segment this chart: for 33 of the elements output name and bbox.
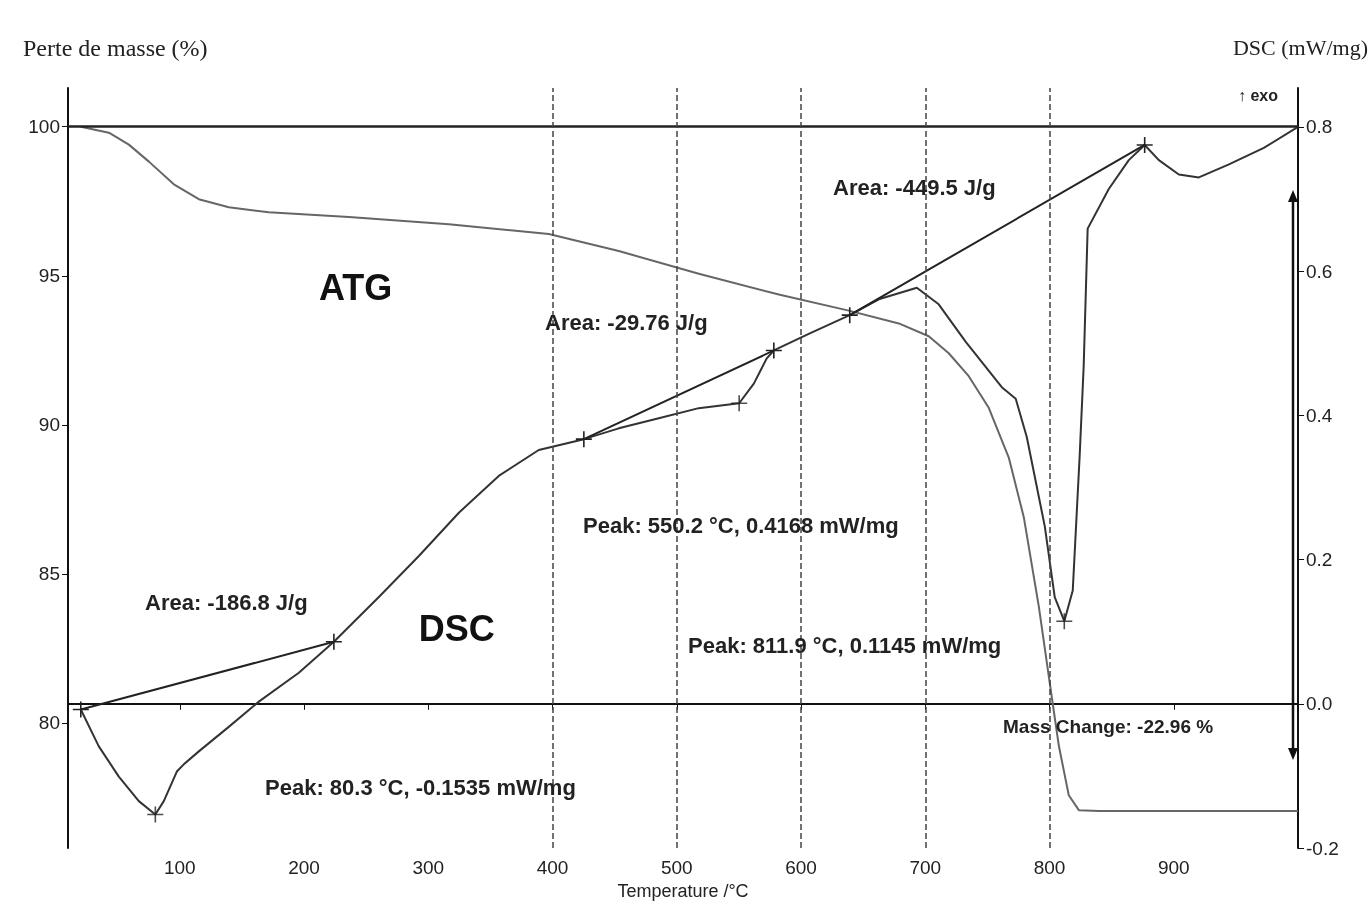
y2-tick-label: -0.2 (1306, 837, 1339, 859)
annotation: Mass Change: -22.96 % (1003, 715, 1214, 737)
y-tick-label: 80 (38, 712, 60, 734)
y-axis-title: Perte de masse (%) (23, 35, 208, 61)
series-label: ATG (318, 266, 393, 308)
annotation: Area: -186.8 J/g (145, 590, 308, 616)
y-tick-label: 95 (38, 265, 60, 287)
y2-tick-label: 0.0 (1306, 693, 1333, 715)
y2-tick-label: 0.2 (1306, 549, 1333, 571)
x-tick-label: 900 (1157, 857, 1190, 878)
annotation: ↑ exo (1238, 86, 1279, 104)
y2-axis-title: DSC (mW/mg) (1232, 34, 1368, 60)
y2-tick-label: 0.4 (1306, 404, 1333, 426)
x-tick-label: 500 (660, 857, 693, 878)
x-tick-label: 700 (909, 857, 942, 878)
y-tick-label: 85 (38, 563, 60, 585)
y2-tick-label: 0.8 (1306, 116, 1333, 138)
annotation: Area: -449.5 J/g (833, 175, 996, 201)
y2-tick-label: 0.6 (1306, 260, 1333, 282)
x-axis-title: Temperature /°C (617, 881, 749, 901)
series-label: DSC (418, 607, 495, 649)
x-tick-label: 100 (163, 857, 196, 878)
x-tick-label: 200 (288, 857, 320, 878)
y-tick-label: 100 (28, 116, 60, 138)
annotation: Area: -29.76 J/g (545, 310, 708, 336)
x-tick-label: 600 (785, 857, 817, 878)
x-tick-label: 800 (1033, 857, 1066, 878)
x-tick-label: 400 (536, 857, 569, 878)
annotation: Peak: 80.3 °C, -0.1535 mW/mg (265, 775, 576, 801)
y-tick-label: 90 (38, 414, 60, 436)
annotation: Peak: 550.2 °C, 0.4168 mW/mg (583, 513, 899, 539)
annotation: Peak: 811.9 °C, 0.1145 mW/mg (688, 633, 1002, 659)
x-tick-label: 300 (412, 857, 445, 878)
